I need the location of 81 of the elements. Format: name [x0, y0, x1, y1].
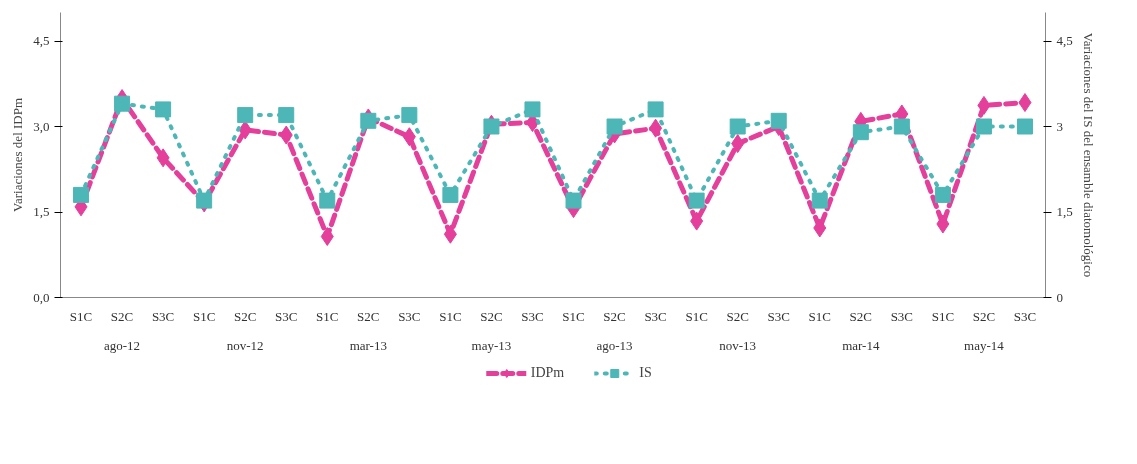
- x-tick-label: S1C: [931, 308, 955, 324]
- y-axis-title: Variaciones del IDPm: [10, 97, 26, 213]
- point: [565, 192, 582, 209]
- x-tick-label: S3C: [275, 308, 298, 324]
- x-tick-label: S2C: [480, 308, 503, 324]
- point: [647, 101, 664, 118]
- x-tick-label: S1C: [439, 308, 462, 324]
- y2-tick-label: 0: [1056, 289, 1063, 305]
- point: [196, 192, 213, 209]
- y2-tick-label: 3: [1056, 118, 1063, 134]
- text: ago-13: [596, 337, 633, 353]
- point: [360, 112, 377, 129]
- point: [975, 118, 992, 135]
- point: [934, 186, 951, 203]
- point: [811, 192, 828, 209]
- x-tick-label: S2C: [849, 308, 873, 324]
- point: [770, 112, 787, 129]
- point: [114, 95, 131, 112]
- point: [402, 127, 416, 147]
- y-tick-label: 3,0: [33, 118, 50, 134]
- point: [688, 192, 705, 209]
- point: [442, 186, 459, 203]
- y-tick-label: 0,0: [33, 289, 50, 305]
- x-tick-label: S2C: [110, 308, 134, 324]
- point: [73, 186, 90, 203]
- point: [237, 107, 254, 124]
- x-tick-label: S2C: [233, 308, 257, 324]
- point: [893, 118, 910, 135]
- point: [319, 192, 336, 209]
- point: [483, 118, 500, 135]
- point: [1018, 93, 1032, 113]
- legend-label: IDPm: [530, 365, 565, 381]
- point: [443, 224, 457, 244]
- y-tick-label: 4,5: [33, 33, 50, 48]
- point: [156, 148, 170, 168]
- text: nov-13: [719, 337, 757, 353]
- y2-axis-title: Variaciones del IS del ensamble diatomológico: [1080, 32, 1096, 278]
- text: mar-14: [842, 337, 880, 353]
- point: [731, 134, 745, 154]
- point: [524, 101, 541, 118]
- x-tick-label: S3C: [398, 308, 421, 324]
- x-tick-label: S2C: [972, 308, 996, 324]
- x-tick-label: S3C: [151, 308, 175, 324]
- y2-tick-label: 4,5: [1056, 33, 1073, 48]
- point: [690, 211, 704, 231]
- point: [936, 214, 950, 234]
- x-tick-label: S3C: [890, 308, 914, 324]
- x-tick-label: S2C: [357, 308, 380, 324]
- text: may-14: [964, 337, 1005, 353]
- point: [155, 101, 172, 118]
- x-tick-label: S3C: [521, 308, 544, 324]
- x-tick-label: S1C: [808, 308, 831, 324]
- legend-label: IS: [639, 365, 653, 381]
- x-tick-label: S1C: [69, 308, 93, 324]
- text: may-13: [471, 337, 512, 353]
- point: [852, 124, 869, 141]
- point: [977, 95, 991, 115]
- point: [278, 107, 295, 124]
- point: [606, 118, 623, 135]
- point: [729, 118, 746, 135]
- x-tick-label: S1C: [562, 308, 585, 324]
- x-tick-label: S3C: [1013, 308, 1037, 324]
- x-tick-label: S2C: [603, 308, 626, 324]
- point: [813, 218, 827, 238]
- x-tick-label: S2C: [726, 308, 749, 324]
- x-tick-label: S1C: [192, 308, 216, 324]
- point: [1016, 118, 1033, 135]
- y-tick-label: 1,5: [33, 204, 50, 219]
- text: nov-12: [226, 337, 264, 353]
- point: [279, 125, 293, 145]
- y2-tick-label: 1,5: [1056, 204, 1073, 219]
- point: [238, 120, 252, 140]
- x-tick-label: S1C: [316, 308, 339, 324]
- text: mar-13: [349, 337, 387, 353]
- text: ago-12: [104, 337, 141, 353]
- x-tick-label: S1C: [685, 308, 708, 324]
- point: [401, 107, 418, 124]
- x-tick-label: S3C: [767, 308, 790, 324]
- point: [649, 118, 663, 138]
- x-tick-label: S3C: [644, 308, 667, 324]
- point: [320, 227, 334, 247]
